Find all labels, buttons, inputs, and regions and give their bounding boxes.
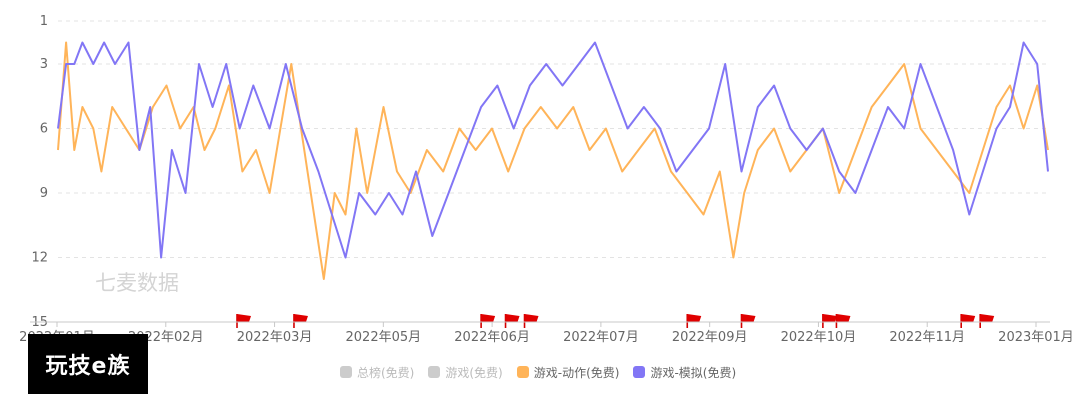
event-flag-icon[interactable] — [293, 314, 308, 328]
site-logo: 玩技e族 — [28, 334, 148, 394]
event-flag-icon[interactable] — [960, 314, 976, 328]
legend-swatch — [633, 366, 646, 378]
series-line-0 — [57, 41, 1049, 280]
grid-lines — [58, 20, 1050, 258]
x-tick-label: 2022年10月 — [781, 330, 857, 345]
series-lines — [57, 41, 1049, 280]
watermark-text: 七麦数据 — [95, 271, 179, 295]
x-tick-label: 2023年01月 — [998, 330, 1074, 345]
legend-label: 总榜(免费) — [357, 365, 415, 380]
y-tick-label: 1 — [40, 14, 48, 29]
series-line-1 — [57, 41, 1049, 259]
event-flag-icon[interactable] — [835, 314, 851, 328]
x-tick-label: 2022年11月 — [889, 330, 965, 345]
x-axis-ticks: 2022年01月2022年02月2022年03月2022年05月2022年06月… — [19, 322, 1074, 345]
y-tick-label: 6 — [40, 122, 48, 137]
legend-swatch — [340, 366, 352, 378]
x-tick-label: 2022年07月 — [563, 330, 639, 345]
legend-item[interactable]: 游戏(免费) — [428, 364, 503, 381]
event-flag-icon[interactable] — [822, 314, 837, 328]
y-tick-label: 3 — [40, 57, 48, 72]
x-tick-label: 2022年06月 — [454, 330, 530, 345]
x-tick-label: 2022年05月 — [346, 330, 422, 345]
legend-label: 游戏-动作(免费) — [533, 365, 620, 380]
x-tick-label: 2022年03月 — [237, 330, 313, 345]
event-flag-icon[interactable] — [686, 314, 702, 328]
event-flag-icon[interactable] — [740, 314, 756, 328]
legend-label: 游戏-模拟(免费) — [650, 365, 737, 380]
event-flag-icon[interactable] — [979, 314, 995, 328]
legend-swatch — [428, 366, 441, 378]
legend-label: 游戏(免费) — [445, 365, 503, 380]
event-flag-icon[interactable] — [480, 314, 496, 328]
event-markers — [236, 314, 995, 328]
y-tick-label: 9 — [40, 186, 48, 201]
event-flag-icon[interactable] — [523, 314, 539, 328]
event-flag-icon[interactable] — [504, 314, 520, 328]
chart-legend: 总榜(免费) 游戏(免费) 游戏-动作(免费) 游戏-模拟(免费) — [340, 362, 736, 382]
y-tick-label: 12 — [31, 251, 48, 266]
legend-item[interactable]: 总榜(免费) — [340, 364, 414, 381]
legend-item[interactable]: 游戏-模拟(免费) — [633, 364, 736, 381]
logo-text: 玩技e族 — [45, 354, 131, 379]
event-flag-icon[interactable] — [236, 314, 252, 328]
legend-item[interactable]: 游戏-动作(免费) — [516, 364, 620, 381]
x-tick-label: 2022年09月 — [672, 330, 748, 345]
legend-swatch — [516, 366, 529, 378]
